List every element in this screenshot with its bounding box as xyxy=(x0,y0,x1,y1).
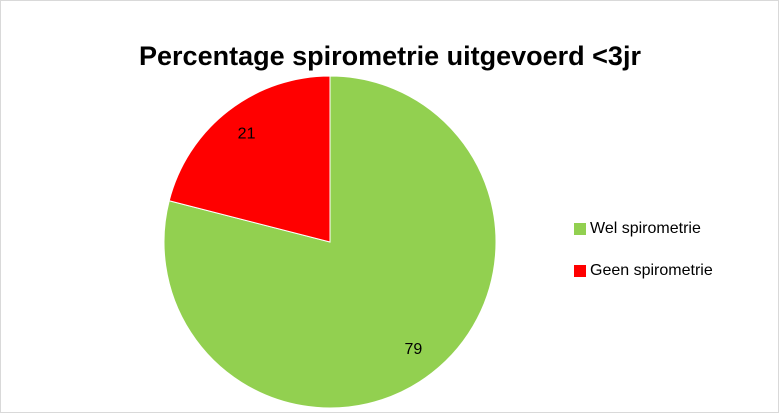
legend-label: Wel spirometrie xyxy=(590,220,701,237)
data-label: 79 xyxy=(405,341,423,358)
data-label: 21 xyxy=(238,126,256,143)
legend-swatch xyxy=(574,223,586,235)
pie-slice xyxy=(168,75,331,243)
legend-label: Geen spirometrie xyxy=(590,262,713,279)
pie-slice xyxy=(163,75,497,409)
chart-title: Percentage spirometrie uitgevoerd <3jr xyxy=(139,41,641,71)
legend-swatch xyxy=(574,265,586,277)
